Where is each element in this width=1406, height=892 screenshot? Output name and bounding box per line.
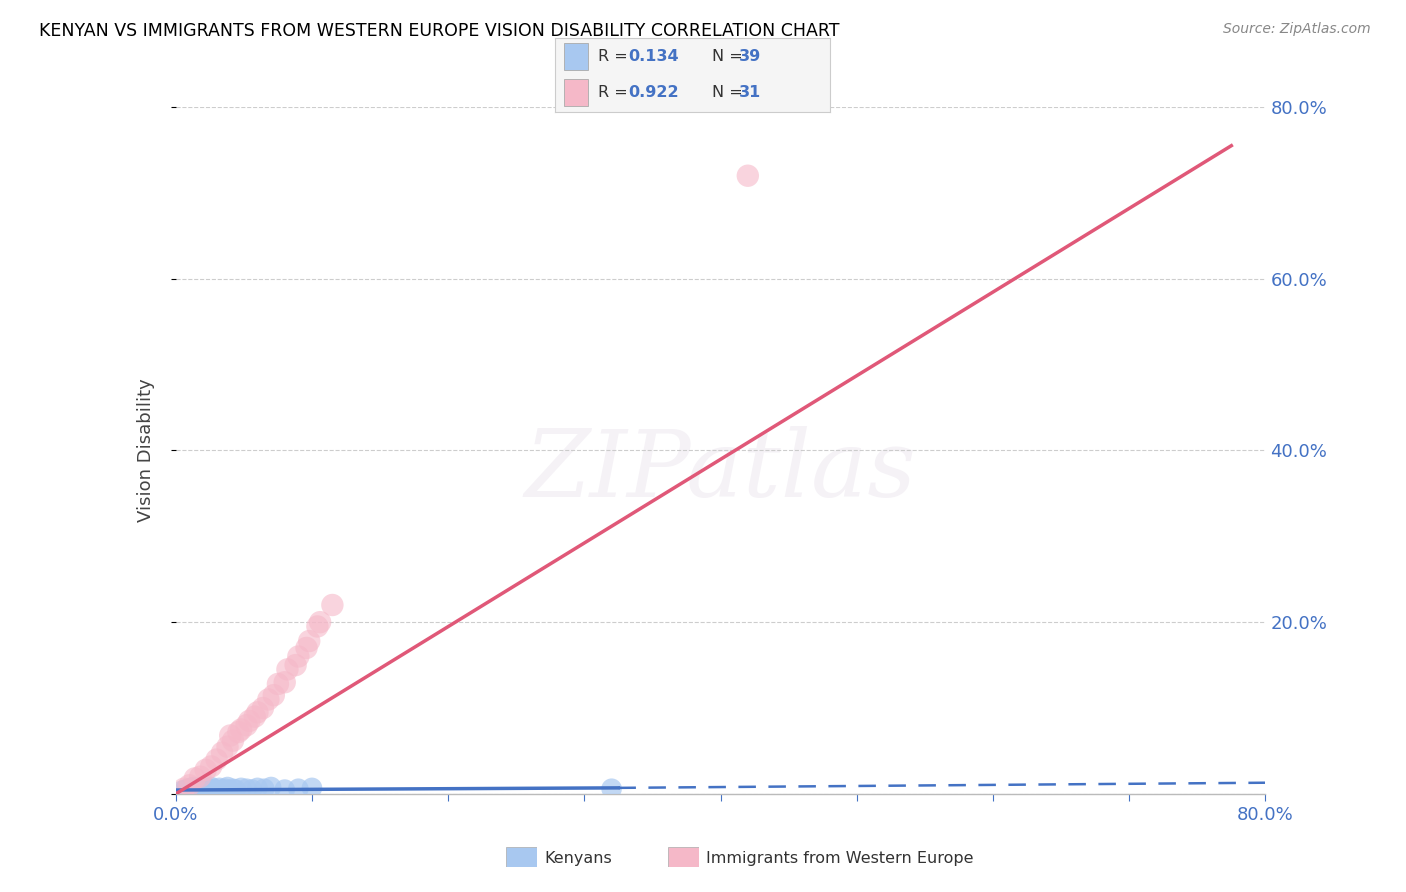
Point: [173, 781, 195, 796]
Point: [737, 169, 759, 183]
Point: [222, 733, 245, 747]
Point: [217, 780, 239, 794]
Point: [188, 770, 211, 784]
Point: [276, 662, 298, 676]
Point: [177, 781, 200, 796]
Text: 39: 39: [740, 49, 761, 63]
Point: [243, 709, 266, 723]
Point: [240, 782, 263, 797]
Point: [246, 706, 269, 720]
Point: [186, 780, 209, 795]
Point: [287, 649, 309, 664]
Point: [217, 739, 239, 754]
Text: R =: R =: [598, 85, 633, 100]
Point: [235, 781, 257, 796]
Point: [295, 640, 318, 655]
Point: [187, 782, 209, 797]
Point: [257, 692, 280, 706]
Point: [205, 753, 228, 767]
Point: [284, 658, 307, 673]
Point: [193, 781, 215, 796]
Point: [301, 780, 323, 795]
Point: [198, 782, 221, 797]
Point: [200, 780, 222, 794]
Point: [260, 780, 283, 794]
Point: [174, 782, 197, 797]
Text: Immigrants from Western Europe: Immigrants from Western Europe: [706, 851, 973, 865]
Point: [208, 780, 231, 795]
Point: [274, 675, 297, 690]
Text: Kenyans: Kenyans: [544, 851, 612, 865]
Point: [194, 763, 217, 777]
FancyBboxPatch shape: [668, 847, 699, 867]
Point: [263, 688, 285, 702]
Point: [176, 784, 198, 798]
Point: [225, 782, 247, 797]
Point: [179, 783, 201, 797]
Y-axis label: Vision Disability: Vision Disability: [136, 378, 155, 523]
Text: N =: N =: [711, 85, 748, 100]
Point: [222, 781, 245, 796]
Point: [231, 780, 253, 795]
Text: ZIPatlas: ZIPatlas: [524, 426, 917, 516]
FancyBboxPatch shape: [564, 79, 588, 105]
Text: 0.922: 0.922: [628, 85, 679, 100]
Point: [600, 781, 623, 796]
Point: [188, 781, 211, 796]
Text: KENYAN VS IMMIGRANTS FROM WESTERN EUROPE VISION DISABILITY CORRELATION CHART: KENYAN VS IMMIGRANTS FROM WESTERN EUROPE…: [39, 22, 839, 40]
Point: [238, 714, 260, 728]
Text: R =: R =: [598, 49, 633, 63]
Point: [321, 598, 343, 612]
Point: [211, 746, 233, 760]
Point: [211, 782, 233, 797]
FancyBboxPatch shape: [506, 847, 537, 867]
Text: Source: ZipAtlas.com: Source: ZipAtlas.com: [1223, 22, 1371, 37]
Point: [219, 729, 242, 743]
Point: [307, 619, 329, 633]
Point: [179, 778, 201, 792]
Point: [172, 783, 194, 797]
Point: [186, 783, 208, 797]
Point: [195, 780, 218, 795]
Point: [194, 782, 217, 797]
Point: [287, 781, 309, 796]
Point: [181, 782, 204, 797]
Point: [202, 781, 225, 796]
Point: [184, 772, 207, 786]
Text: 31: 31: [740, 85, 761, 100]
Point: [214, 781, 236, 796]
Point: [180, 780, 202, 795]
Point: [183, 780, 205, 794]
Point: [274, 782, 297, 797]
Point: [253, 781, 276, 796]
Point: [252, 701, 274, 715]
Point: [200, 759, 222, 773]
Text: 0.134: 0.134: [628, 49, 679, 63]
Point: [190, 780, 212, 794]
Point: [219, 783, 242, 797]
Point: [246, 780, 269, 795]
Point: [267, 677, 290, 691]
Point: [235, 718, 257, 732]
Point: [191, 783, 214, 797]
Text: N =: N =: [711, 49, 748, 63]
Point: [298, 634, 321, 648]
Point: [231, 723, 253, 737]
Point: [205, 783, 228, 797]
Point: [309, 615, 332, 630]
FancyBboxPatch shape: [564, 44, 588, 70]
Point: [184, 781, 207, 796]
Point: [228, 725, 250, 739]
